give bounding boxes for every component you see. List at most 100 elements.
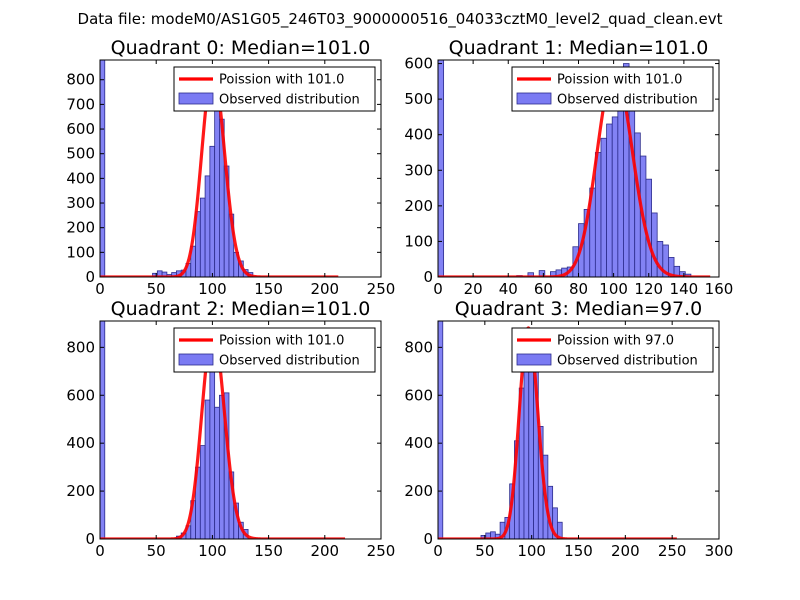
y-tick-label: 600 [404,386,433,404]
legend-line-label: Poission with 101.0 [557,73,682,88]
histogram-bar [214,406,220,539]
y-tick-label: 200 [404,197,433,215]
legend: Poission with 101.0 Observed distribution [173,327,376,373]
legend-bar-label: Observed distribution [219,354,360,369]
x-tick-label: 300 [705,542,734,560]
chart-panel-3: Quadrant 3: Median=97.0 0 50 100 150 200 250 30… [404,298,733,560]
y-tick-label: 600 [66,120,95,138]
chart-title: Quadrant 3: Median=97.0 [455,298,703,320]
y-tick-label: 300 [404,161,433,179]
y-tick-label: 0 [423,530,433,548]
histogram-bar [438,60,445,277]
x-tick-label: 160 [705,280,734,298]
legend-line-label: Poission with 97.0 [557,334,674,349]
x-tick-label: 120 [634,280,663,298]
x-tick-label: 100 [198,280,227,298]
x-tick-label: 250 [658,542,687,560]
histogram-bar [617,88,624,277]
x-tick-label: 0 [95,280,105,298]
histogram-bar [594,152,602,277]
y-tick-label: 400 [66,434,95,452]
y-tick-label: 0 [423,268,433,286]
legend: Poission with 101.0 Observed distribution [173,66,376,112]
legend: Poission with 97.0 Observed distribution [511,327,714,373]
chart-title: Quadrant 2: Median=101.0 [111,298,371,320]
legend-bar-swatch [178,92,214,105]
y-tick-label: 400 [404,126,433,144]
legend-bar-swatch [178,353,214,366]
x-tick-label: 100 [599,280,628,298]
x-tick-label: 250 [367,542,396,560]
y-tick-label: 800 [404,338,433,356]
x-tick-label: 0 [433,280,443,298]
y-tick-label: 100 [66,243,95,261]
y-tick-label: 500 [66,145,95,163]
y-tick-label: 200 [66,482,95,500]
poisson-fit-line [438,68,711,277]
x-tick-label: 200 [310,280,339,298]
x-tick-label: 250 [367,280,396,298]
histogram-bar [100,321,106,539]
x-tick-label: 50 [147,280,166,298]
x-tick-label: 80 [569,280,588,298]
histogram-bar [199,445,206,539]
x-tick-label: 150 [254,542,283,560]
y-tick-label: 800 [66,338,95,356]
figure-suptitle: Data file: modeM0/AS1G05_246T03_90000005… [78,10,723,29]
y-tick-label: 600 [404,55,433,73]
x-tick-label: 0 [95,542,105,560]
y-tick-label: 600 [66,386,95,404]
y-tick-label: 400 [404,434,433,452]
axes-frame [99,59,382,278]
legend-line-label: Poission with 101.0 [219,334,344,349]
chart-title: Quadrant 1: Median=101.0 [449,37,709,59]
histogram-bar [438,321,444,539]
y-tick-label: 300 [66,194,95,212]
x-tick-label: 20 [464,280,483,298]
chart-title: Quadrant 0: Median=101.0 [111,37,371,59]
x-tick-label: 140 [670,280,699,298]
legend-bar-label: Observed distribution [557,354,698,369]
legend-bar-label: Observed distribution [557,93,698,108]
x-tick-label: 50 [147,542,166,560]
y-tick-label: 200 [66,219,95,237]
poisson-fit-line [100,328,347,539]
histogram-bar [600,137,607,277]
histogram-bar [100,60,106,277]
chart-panel-1: Quadrant 1: Median=101.0 0 20 40 60 80 100 120 1… [404,37,733,298]
legend-line-label: Poission with 101.0 [219,73,344,88]
chart-panel-2: Quadrant 2: Median=101.0 0 50 100 150 200 250 0… [66,298,395,560]
plot-area [100,321,347,539]
y-tick-label: 0 [85,530,95,548]
y-tick-label: 100 [404,232,433,250]
histogram-bar [557,521,563,539]
legend: Poission with 101.0 Observed distribution [511,66,714,112]
plot-area [438,60,711,277]
y-tick-label: 800 [66,71,95,89]
x-tick-label: 60 [534,280,553,298]
x-tick-label: 200 [611,542,640,560]
x-tick-label: 0 [433,542,443,560]
y-tick-label: 400 [66,169,95,187]
histogram-bar [611,116,619,277]
histogram-bar [606,123,613,277]
histogram-bar [651,212,658,277]
x-tick-label: 200 [310,542,339,560]
poisson-fit-line [438,326,678,539]
x-tick-label: 150 [564,542,593,560]
histogram-bar [199,197,206,277]
y-tick-label: 200 [404,482,433,500]
axes-frame [99,320,382,540]
legend-bar-swatch [516,92,552,105]
legend-bar-label: Observed distribution [219,93,360,108]
x-tick-label: 100 [198,542,227,560]
legend-bar-swatch [516,353,552,366]
y-tick-label: 500 [404,90,433,108]
y-tick-label: 700 [66,95,95,113]
y-tick-label: 0 [85,268,95,286]
x-tick-label: 100 [517,542,546,560]
histogram-bar [209,145,216,277]
x-tick-label: 50 [475,542,494,560]
x-tick-label: 40 [499,280,518,298]
